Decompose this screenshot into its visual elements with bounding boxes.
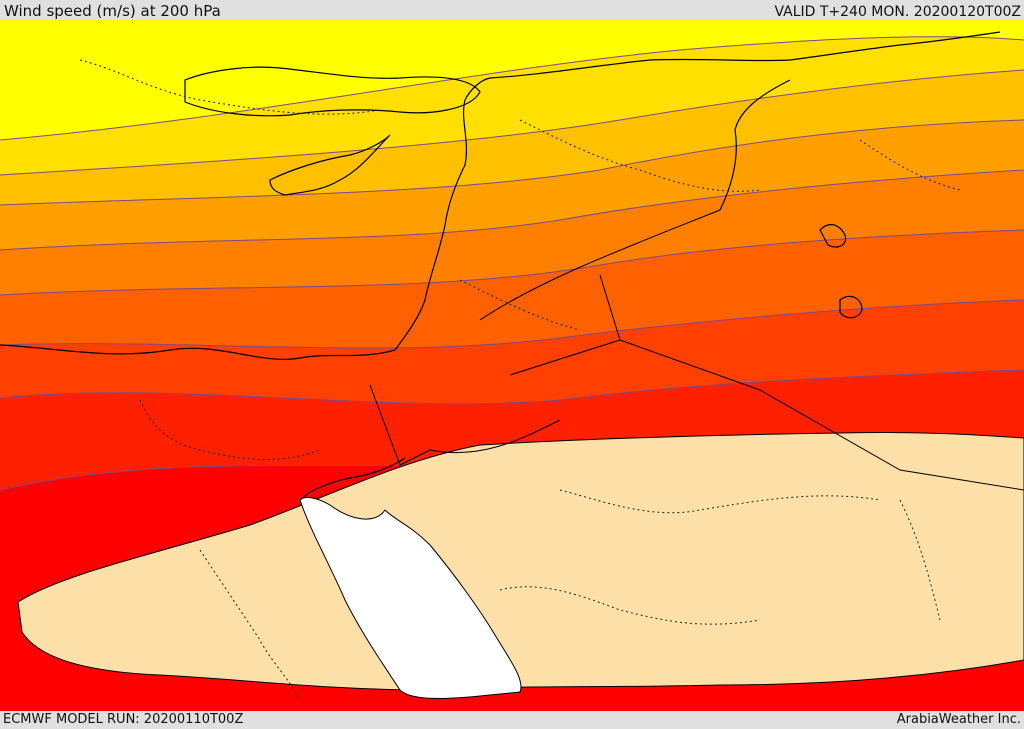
credit: ArabiaWeather Inc. <box>896 712 1021 727</box>
dotted-boundaries <box>79 59 961 701</box>
valid-time: VALID T+240 MON. 20200120T00Z <box>774 4 1021 20</box>
header-bar: Wind speed (m/s) at 200 hPa VALID T+240 … <box>0 0 1024 20</box>
wind-speed-map <box>0 20 1024 711</box>
red-sea <box>299 497 522 699</box>
band-8 <box>0 300 1024 404</box>
band-4 <box>0 70 1024 205</box>
band-6 <box>0 170 1024 295</box>
band-7 <box>0 230 1024 349</box>
map-title: Wind speed (m/s) at 200 hPa <box>4 2 221 20</box>
footer-bar: ECMWF MODEL RUN: 20200110T00Z ArabiaWeat… <box>0 711 1024 729</box>
band-9 <box>0 370 1024 490</box>
coastlines <box>0 31 1001 501</box>
wind-bands <box>0 20 1024 490</box>
model-run: ECMWF MODEL RUN: 20200110T00Z <box>3 712 244 727</box>
band-5 <box>0 120 1024 250</box>
band-2 <box>0 20 1024 140</box>
band-3 <box>0 36 1024 175</box>
political-borders <box>369 209 1024 491</box>
